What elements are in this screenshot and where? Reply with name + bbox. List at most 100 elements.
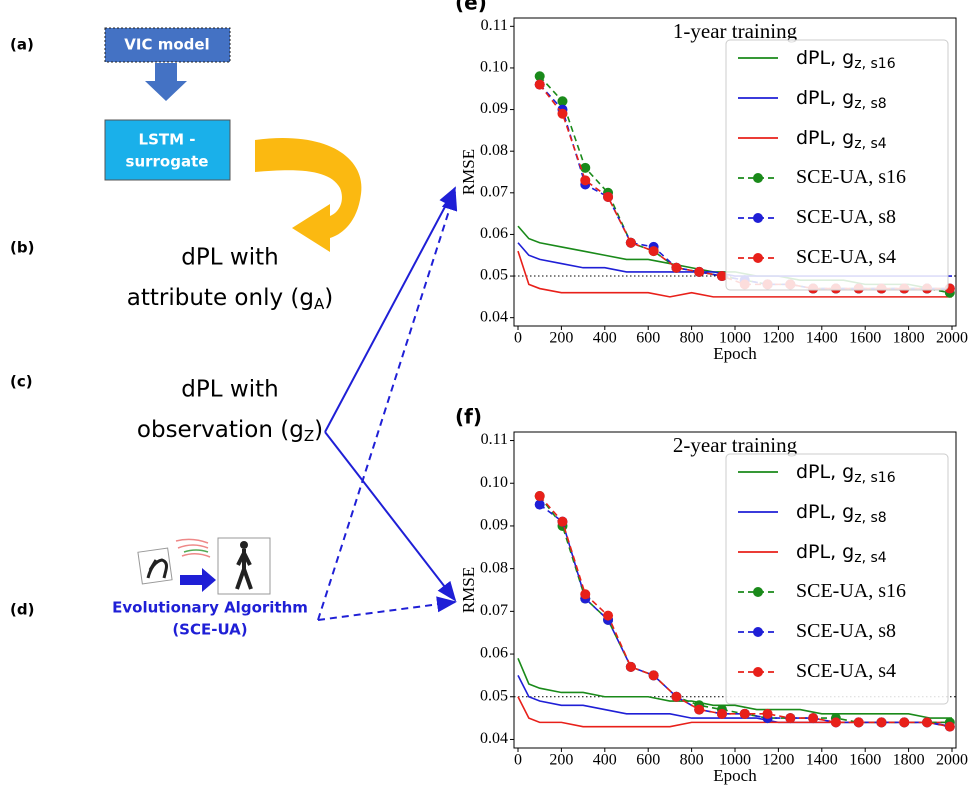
marker — [603, 610, 614, 621]
y-tick-label: 0.10 — [480, 59, 508, 76]
marker — [830, 717, 841, 728]
legend-box — [725, 453, 949, 705]
x-tick-label: 800 — [680, 752, 704, 769]
ea-text: Evolutionary Algorithm — [112, 599, 308, 617]
y-tick-label: 0.05 — [480, 687, 508, 704]
marker — [694, 704, 705, 715]
legend-label: SCE-UA, s16 — [796, 166, 906, 188]
y-tick-label: 0.05 — [480, 267, 508, 284]
label-d: (d) — [10, 601, 34, 619]
marker — [603, 191, 614, 202]
y-axis-label: RMSE — [459, 567, 478, 613]
legend-label: dPL, gz, s4 — [796, 541, 887, 567]
marker — [625, 661, 636, 672]
marker — [716, 271, 727, 282]
down-arrow — [145, 63, 187, 101]
x-tick-label: 800 — [680, 330, 704, 347]
marker — [808, 713, 819, 724]
legend-marker — [753, 173, 763, 183]
marker — [694, 266, 705, 277]
vic-box — [104, 27, 231, 63]
y-tick-label: 0.06 — [480, 645, 508, 662]
marker — [716, 708, 727, 719]
marker — [671, 691, 682, 702]
legend-label: dPL, gz, s8 — [796, 87, 887, 113]
vic-text: VIC model — [124, 36, 209, 54]
marker — [557, 516, 568, 527]
legend-label: dPL, gz, s16 — [796, 461, 896, 487]
label-a: (a) — [10, 36, 34, 54]
legend-marker — [753, 253, 763, 263]
y-tick-label: 0.11 — [481, 17, 508, 34]
marker — [648, 246, 659, 257]
marker — [739, 708, 750, 719]
marker — [625, 237, 636, 248]
chart-title: 2-year training — [673, 433, 798, 457]
legend-label: SCE-UA, s4 — [796, 660, 896, 682]
marker — [671, 262, 682, 273]
chart: (f) 2-year training 0.04 0.05 0.06 0.07 0.08 0.… — [455, 405, 968, 785]
x-tick-label: 1400 — [806, 752, 838, 769]
y-tick-label: 0.09 — [480, 100, 508, 117]
diagram: (a) (b) (c) (d) VIC model LSTM - surroga… — [10, 27, 458, 639]
panel-label: (f) — [455, 405, 482, 429]
x-tick-label: 1800 — [893, 752, 925, 769]
x-tick-label: 1000 — [719, 330, 751, 347]
x-tick-label: 400 — [593, 330, 617, 347]
legend-marker — [753, 587, 763, 597]
arrow — [317, 190, 458, 621]
y-tick-label: 0.08 — [480, 559, 508, 576]
legend-label: SCE-UA, s8 — [796, 620, 896, 642]
legend-box — [725, 39, 949, 291]
attr-text: attribute only (gA) — [127, 285, 333, 313]
label-c: (c) — [10, 373, 33, 391]
x-tick-label: 1200 — [762, 330, 794, 347]
obs-text: dPL with — [181, 377, 278, 403]
y-tick-label: 0.11 — [481, 431, 508, 448]
y-tick-label: 0.07 — [480, 602, 508, 619]
x-tick-label: 1600 — [849, 752, 881, 769]
ea-text: (SCE-UA) — [172, 621, 247, 639]
attr-text: dPL with — [181, 245, 278, 271]
arrow — [317, 596, 457, 621]
lstm-box — [104, 119, 231, 181]
x-tick-label: 0 — [514, 752, 522, 769]
legend-label: dPL, gz, s8 — [796, 501, 887, 527]
marker — [580, 175, 591, 186]
chart: (e) 1-year training 0.04 0.05 0.06 0.07 0.08 0.… — [455, 0, 968, 363]
marker — [580, 589, 591, 600]
legend-marker — [753, 667, 763, 677]
chart-title: 1-year training — [673, 19, 798, 43]
x-tick-label: 1400 — [806, 330, 838, 347]
y-tick-label: 0.06 — [480, 225, 508, 242]
y-tick-label: 0.10 — [480, 474, 508, 491]
marker — [534, 491, 545, 502]
x-axis-label: Epoch — [713, 766, 757, 785]
x-tick-label: 2000 — [936, 752, 968, 769]
x-tick-label: 200 — [549, 752, 573, 769]
series-line — [517, 250, 952, 298]
marker — [762, 708, 773, 719]
x-tick-label: 1200 — [762, 752, 794, 769]
panel-label: (e) — [455, 0, 487, 15]
legend-label: SCE-UA, s16 — [796, 580, 906, 602]
marker — [876, 717, 887, 728]
y-tick-label: 0.09 — [480, 517, 508, 534]
y-tick-label: 0.04 — [480, 730, 508, 747]
lstm-text: LSTM - — [139, 131, 196, 149]
evolution-icon — [137, 537, 271, 595]
x-tick-label: 200 — [549, 330, 573, 347]
x-axis-label: Epoch — [713, 344, 757, 363]
marker — [580, 162, 591, 173]
obs-text: observation (gZ) — [137, 417, 323, 445]
x-tick-label: 0 — [514, 330, 522, 347]
marker — [557, 108, 568, 119]
marker — [944, 721, 955, 732]
x-tick-label: 1600 — [849, 330, 881, 347]
arrow — [324, 431, 457, 602]
marker — [922, 717, 933, 728]
marker — [534, 79, 545, 90]
x-tick-label: 2000 — [936, 330, 968, 347]
arrow — [324, 186, 456, 433]
